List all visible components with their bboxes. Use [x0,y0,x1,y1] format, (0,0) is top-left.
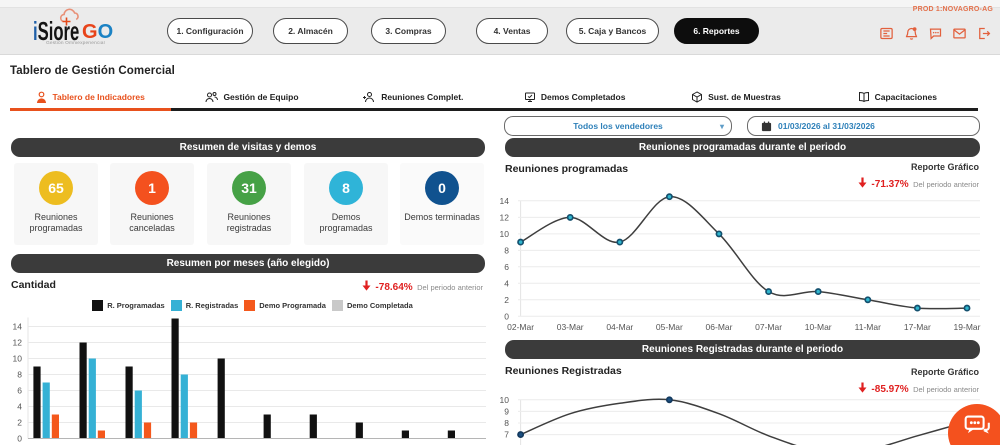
svg-text:11-Mar: 11-Mar [855,322,881,332]
svg-text:04-Mar: 04-Mar [606,322,633,332]
svg-text:8: 8 [504,245,509,255]
svg-text:10-Mar: 10-Mar [805,322,832,332]
svg-text:2: 2 [504,295,509,305]
svg-text:6: 6 [17,386,22,396]
svg-text:05-Mar: 05-Mar [656,322,683,332]
svg-text:06-Mar: 06-Mar [706,322,733,332]
svg-text:6: 6 [504,262,509,272]
svg-text:14: 14 [13,322,23,332]
svg-text:14: 14 [500,196,510,206]
svg-text:0: 0 [17,434,22,444]
svg-text:17-Mar: 17-Mar [904,322,931,332]
svg-text:07-Mar: 07-Mar [755,322,782,332]
svg-text:4: 4 [17,402,22,412]
svg-text:0: 0 [504,311,509,321]
svg-text:12: 12 [500,212,510,222]
svg-text:10: 10 [500,395,510,405]
svg-text:2: 2 [17,418,22,428]
svg-text:4: 4 [504,278,509,288]
svg-text:12: 12 [13,338,23,348]
svg-text:19-Mar: 19-Mar [954,322,981,332]
svg-text:10: 10 [13,354,23,364]
svg-text:7: 7 [504,430,509,440]
svg-text:8: 8 [504,418,509,428]
svg-text:8: 8 [17,370,22,380]
svg-text:02-Mar: 02-Mar [507,322,534,332]
svg-text:10: 10 [500,229,510,239]
svg-text:9: 9 [504,406,509,416]
svg-text:03-Mar: 03-Mar [557,322,584,332]
